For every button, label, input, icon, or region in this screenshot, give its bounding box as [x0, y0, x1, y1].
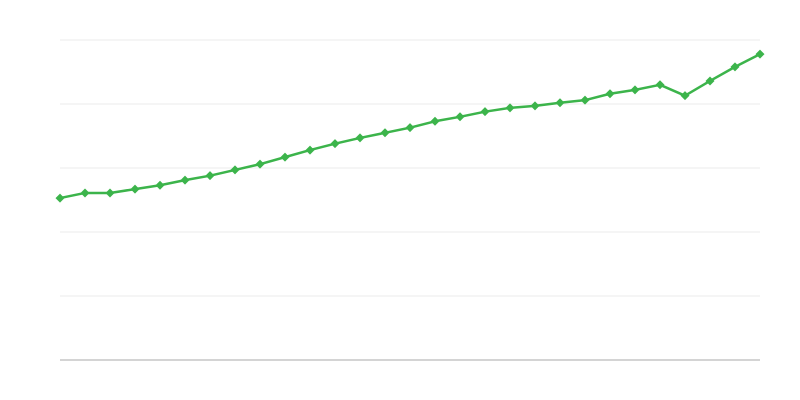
data-point — [305, 145, 315, 155]
data-point — [380, 128, 390, 138]
data-point — [630, 85, 640, 95]
data-point — [130, 184, 140, 194]
data-point — [230, 165, 240, 175]
data-point — [755, 49, 765, 59]
data-point — [405, 123, 415, 133]
data-point — [480, 107, 490, 117]
data-point — [705, 76, 715, 86]
data-point — [455, 112, 465, 122]
data-point — [255, 159, 265, 169]
data-point — [605, 89, 615, 99]
data-point — [680, 91, 690, 101]
data-point — [80, 188, 90, 198]
data-point — [280, 152, 290, 162]
data-point — [55, 193, 65, 203]
data-point — [205, 171, 215, 181]
data-point — [105, 188, 115, 198]
data-point — [580, 95, 590, 105]
data-point — [330, 139, 340, 149]
data-point — [730, 62, 740, 72]
data-point — [180, 175, 190, 185]
data-point — [530, 101, 540, 111]
gridlines — [60, 39, 760, 297]
series-group — [55, 49, 765, 203]
data-point — [555, 98, 565, 108]
data-point — [505, 103, 515, 113]
data-point — [655, 80, 665, 90]
data-point — [355, 133, 365, 143]
data-point — [155, 180, 165, 190]
data-point — [430, 116, 440, 126]
